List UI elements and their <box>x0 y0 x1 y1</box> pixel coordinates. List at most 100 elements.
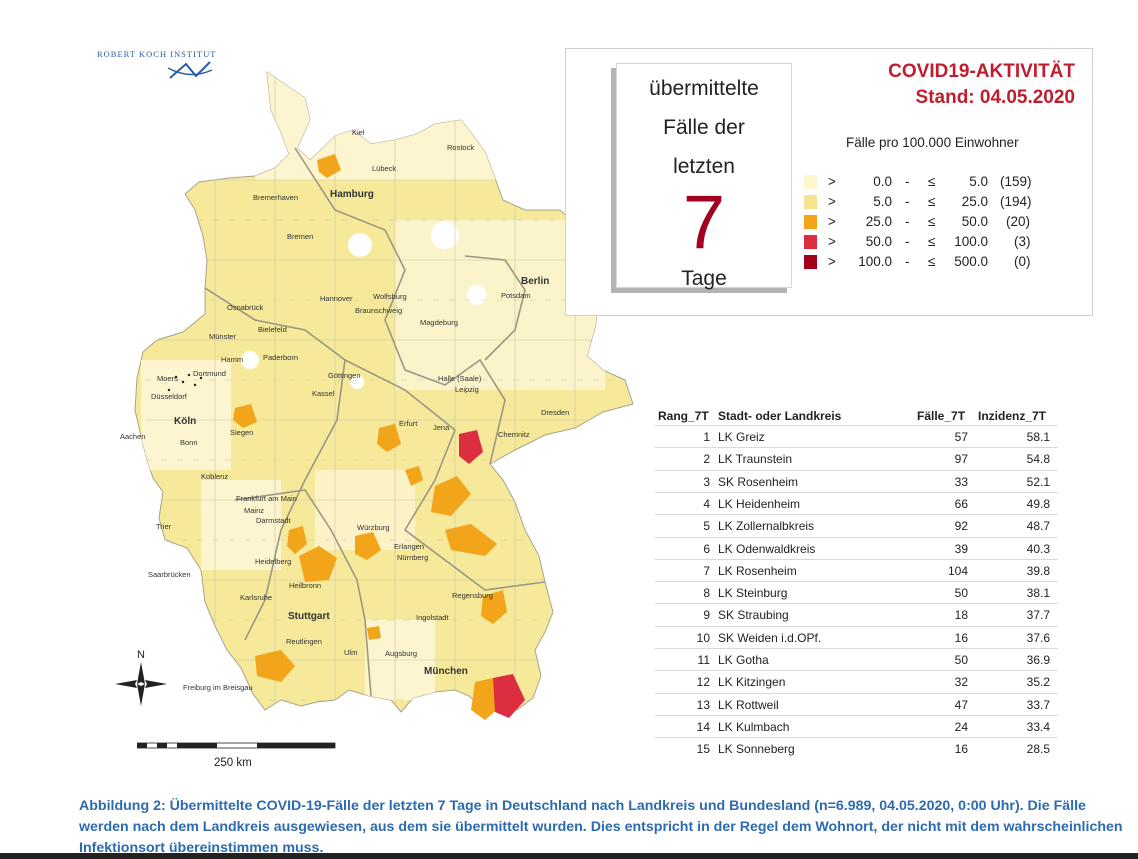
city-label: Hannover <box>320 294 353 303</box>
city-label: Münster <box>209 332 237 341</box>
north-arrow-icon: N <box>115 649 167 706</box>
hotspot-straubing <box>481 590 507 624</box>
city-label: Wolfsburg <box>373 292 407 301</box>
city-label: Regensburg <box>452 591 493 600</box>
city-label: Heilbronn <box>289 581 322 590</box>
cell-rank: 1 <box>703 430 710 444</box>
cell-name: LK Steinburg <box>718 586 788 601</box>
cell-incidence: 37.6 <box>1026 630 1050 645</box>
table-row: 7 LK Rosenheim 104 39.8 <box>655 558 1058 582</box>
cell-incidence: 33.7 <box>1026 697 1050 712</box>
cell-rank: 6 <box>703 541 710 556</box>
figure-caption: Abbildung 2: Übermittelte COVID-19-Fälle… <box>79 798 1123 856</box>
table-row: 15 LK Sonneberg 16 28.5 <box>655 737 1058 760</box>
hotspot-steinburg <box>317 154 341 178</box>
hotspot-zollernalbkreis <box>255 650 295 682</box>
city-label: Darmstadt <box>256 516 291 525</box>
cell-incidence: 36.9 <box>1026 653 1050 667</box>
col-header-incidence: Inzidenz_7T <box>978 409 1047 423</box>
days-box-line4: Tage <box>681 267 727 290</box>
cell-name: SK Straubing <box>718 608 789 623</box>
city-label: Karlsruhe <box>240 593 273 602</box>
city-label: Ingolstadt <box>416 613 449 622</box>
cell-incidence: 39.8 <box>1026 563 1050 578</box>
city-label: Halle (Saale) <box>438 374 482 383</box>
city-label: Trier <box>156 522 172 531</box>
hotspot-greiz <box>459 430 483 464</box>
city-label: Berlin <box>521 276 550 287</box>
rki-logo-text: ROBERT KOCH INSTITUT <box>97 49 217 59</box>
city-label: Rostock <box>447 143 475 152</box>
days-box-line1: übermittelte <box>649 77 759 100</box>
cell-name: LK Odenwaldkreis <box>718 541 816 556</box>
table-row: 6 LK Odenwaldkreis 39 40.3 <box>655 536 1058 560</box>
cell-incidence: 35.2 <box>1026 675 1050 690</box>
city-label: Dresden <box>541 408 570 417</box>
city-label: Köln <box>174 416 197 427</box>
days-box-line2: Fälle der <box>663 116 745 139</box>
cell-incidence: 37.7 <box>1026 608 1050 623</box>
legend-swatch <box>804 215 817 229</box>
hotspot-siegen <box>233 404 257 428</box>
cell-name: SK Rosenheim <box>718 474 799 489</box>
table-row: 9 SK Straubing 18 37.7 <box>655 603 1058 626</box>
city-label: Erfurt <box>399 419 418 428</box>
col-header-rank: Rang_7T <box>658 409 709 423</box>
cell-cases: 66 <box>954 496 968 511</box>
city-label: Hamm <box>221 355 244 364</box>
cell-cases: 24 <box>954 719 968 734</box>
cell-cases: 18 <box>954 608 968 623</box>
cell-rank: 2 <box>703 452 710 467</box>
map-title: COVID19-AKTIVITÄT <box>888 61 1075 82</box>
city-label: Bonn <box>180 438 198 447</box>
cell-incidence: 49.8 <box>1026 496 1050 511</box>
city-label: Bremen <box>287 232 314 241</box>
city-label: Jena <box>433 423 450 432</box>
cell-cases: 16 <box>954 742 968 757</box>
col-header-cases: Fälle_7T <box>917 409 966 423</box>
table-row: 3 SK Rosenheim 33 52.1 <box>655 469 1058 493</box>
cell-name: LK Traunstein <box>718 452 793 467</box>
city-label: Potsdam <box>501 291 531 300</box>
city-label: Saarbrücken <box>148 570 191 579</box>
city-label: Freiburg im Breisgau <box>183 683 253 692</box>
scale-bar <box>137 742 336 749</box>
hotspot-kulmbach <box>431 476 471 516</box>
cell-cases: 104 <box>947 563 968 578</box>
city-label: Leipzig <box>455 385 479 394</box>
city-label: Frankfurt am Main <box>236 494 297 503</box>
hotspot-heidenheim <box>367 626 381 640</box>
cell-rank: 11 <box>697 653 710 667</box>
cell-rank: 9 <box>703 608 710 623</box>
hotspot-sonneberg <box>405 466 423 486</box>
hotspot-rosenheim <box>471 678 499 720</box>
cell-incidence: 38.1 <box>1026 586 1050 601</box>
cell-incidence: 48.7 <box>1026 519 1050 534</box>
cell-cases: 39 <box>954 541 968 556</box>
city-label: Dortmund <box>193 369 226 378</box>
table-row: 12 LK Kitzingen 32 35.2 <box>655 670 1058 693</box>
table-row: 5 LK Zollernalbkreis 92 48.7 <box>655 514 1058 537</box>
days-box: übermittelte Fälle der letzten 7 Tage <box>616 63 792 290</box>
cell-rank: 10 <box>696 630 710 645</box>
legend-title: Fälle pro 100.000 Einwohner <box>846 135 1019 150</box>
city-label: Göttingen <box>328 371 361 380</box>
cell-name: LK Rottweil <box>718 697 779 712</box>
table-row: 2 LK Traunstein 97 54.8 <box>655 447 1058 470</box>
city-label: Braunschweig <box>355 306 403 315</box>
col-header-name: Stadt- oder Landkreis <box>718 409 842 423</box>
cell-rank: 5 <box>703 519 710 534</box>
city-label: Kassel <box>312 389 335 398</box>
cell-name: LK Kitzingen <box>718 675 786 690</box>
city-label: Lübeck <box>372 164 397 173</box>
legend-swatch <box>804 235 817 249</box>
cell-incidence: 28.5 <box>1026 742 1050 757</box>
cell-name: LK Heidenheim <box>718 496 801 511</box>
cell-incidence: 58.1 <box>1026 430 1050 444</box>
city-label: Bielefeld <box>258 325 287 334</box>
cell-cases: 33 <box>954 474 968 489</box>
state-borders <box>204 147 546 697</box>
cell-cases: 50 <box>954 586 968 601</box>
cell-rank: 8 <box>703 586 710 601</box>
table-row: 14 LK Kulmbach 24 33.4 <box>655 714 1058 738</box>
